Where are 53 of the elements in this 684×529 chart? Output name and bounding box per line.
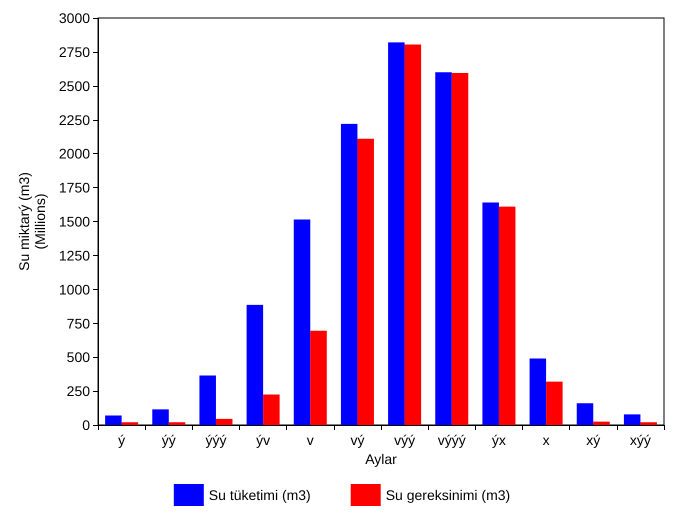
bar (452, 72, 468, 425)
bar (640, 422, 657, 425)
y-tick-label: 250 (66, 383, 90, 400)
y-tick-label: 750 (66, 315, 90, 332)
y-tick-label: 1000 (58, 281, 90, 298)
bar (152, 409, 169, 425)
bar (168, 422, 186, 425)
y-tick-label: 0 (82, 417, 90, 433)
x-tick-label: ýv (256, 432, 270, 448)
x-axis-title: Aylar (365, 450, 398, 467)
y-tick-label: 2500 (58, 78, 90, 94)
y-tick-label: 2750 (58, 44, 90, 60)
bar (216, 418, 232, 425)
x-tick-label: vý (350, 432, 364, 448)
x-tick-label: ýx (492, 432, 506, 448)
bar (576, 403, 594, 425)
x-tick-label: x (542, 432, 550, 448)
bar (199, 375, 216, 425)
bar (404, 44, 422, 425)
bar (340, 124, 358, 425)
bar (294, 219, 310, 425)
y-tick-label: 2250 (58, 112, 90, 128)
x-tick-label: výýý (438, 432, 466, 448)
bar (530, 358, 546, 425)
y-axis-title: Su miktarý (m3) (Millions) (16, 172, 48, 271)
x-tick-label: výý (394, 432, 416, 448)
bar (310, 330, 327, 425)
bar (593, 422, 610, 425)
y-tick-label: 1500 (58, 214, 90, 230)
bar (246, 304, 264, 425)
bar (263, 394, 280, 425)
x-tick-label: xýý (630, 432, 651, 448)
x-tick-label: ýýý (205, 432, 226, 448)
y-tick-label: 2000 (58, 146, 90, 162)
y-tick-label: 3000 (58, 10, 90, 26)
y-tick-label: 1250 (58, 247, 90, 264)
legend-label: Su tüketimi (m3) (208, 487, 311, 503)
bar (546, 382, 563, 425)
bar (435, 72, 452, 425)
x-tick-label: ýý (162, 432, 176, 448)
y-tick-label: 500 (66, 349, 90, 366)
bar (105, 416, 122, 425)
bar (482, 202, 499, 425)
x-tick-label: xý (586, 432, 600, 448)
bar (498, 206, 516, 425)
bar (357, 138, 374, 425)
bar (122, 422, 138, 425)
legend-label: Su gereksinimi (m3) (386, 487, 510, 503)
x-tick-label: ý (118, 432, 126, 448)
y-tick-label: 1750 (58, 180, 90, 196)
bar (388, 42, 405, 425)
x-tick-label: v (306, 432, 314, 448)
bar (624, 414, 640, 425)
